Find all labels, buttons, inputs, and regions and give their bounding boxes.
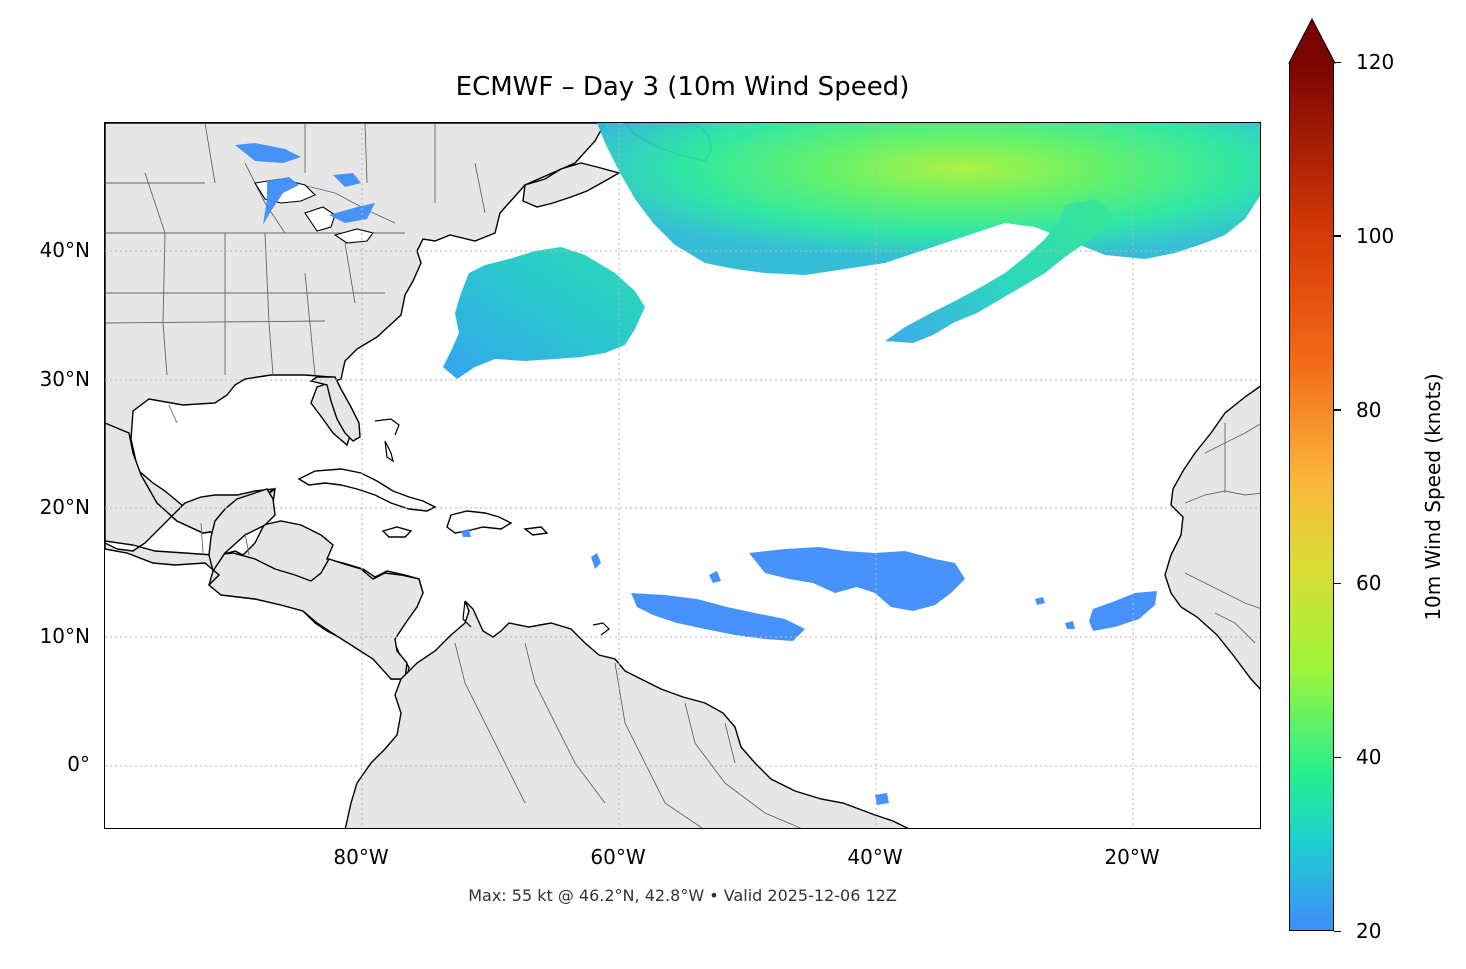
island-hispaniola <box>446 510 513 534</box>
wind-region-north-atlantic-low <box>597 123 1260 275</box>
colorbar-tick-label: 120 <box>1356 50 1395 74</box>
colorbar-tick-mark <box>1334 582 1341 585</box>
land-mexico-central-america <box>105 422 424 680</box>
wind-region-trade-winds-central <box>749 547 965 611</box>
colorbar-tick-label: 100 <box>1356 223 1395 248</box>
lat-label-10n: 10°N <box>39 624 90 648</box>
wind-region-great-lakes <box>235 143 375 225</box>
lat-label-40n: 40°N <box>39 238 90 262</box>
lat-label-20n: 20°N <box>39 495 90 519</box>
lon-label-60w: 60°W <box>590 845 646 869</box>
max-wind-footer: Max: 55 kt @ 46.2°N, 42.8°W • Valid 2025… <box>468 886 897 905</box>
land-venezuela-coast <box>462 600 610 636</box>
colorbar-tick-label: 20 <box>1356 919 1382 943</box>
colorbar-tick-mark <box>1334 409 1341 411</box>
wind-region-trade-winds-west <box>631 593 805 641</box>
map-canvas <box>105 123 1260 828</box>
colorbar-tick-label: 60 <box>1356 571 1382 596</box>
colorbar-tick-mark <box>1334 235 1341 237</box>
lat-label-0: 0° <box>67 752 90 776</box>
wind-region-trade-winds-east <box>1089 591 1157 631</box>
island-bahamas <box>374 418 400 463</box>
map-frame <box>104 122 1261 829</box>
map-title: ECMWF – Day 3 (10m Wind Speed) <box>455 72 910 102</box>
land-africa <box>1164 385 1260 690</box>
wind-region-mid-atlantic-jet <box>885 199 1115 343</box>
island-cuba <box>297 468 437 512</box>
colorbar-label: 10m Wind Speed (knots) <box>1421 373 1445 621</box>
colorbar-tick-label: 40 <box>1356 745 1382 770</box>
wind-field <box>235 123 1260 805</box>
island-puerto-rico <box>523 526 549 536</box>
land-maritimes <box>522 162 621 208</box>
colorbar-tick-mark <box>1334 61 1341 63</box>
lon-label-20w: 20°W <box>1104 845 1160 869</box>
colorbar-tick-label: 80 <box>1356 397 1382 422</box>
colorbar-extend-arrow <box>1288 18 1336 64</box>
colorbar-tick-mark <box>1334 756 1341 759</box>
state-borders <box>105 123 1260 828</box>
lon-label-40w: 40°W <box>847 845 903 869</box>
colorbar <box>1289 62 1334 931</box>
island-jamaica <box>381 526 413 538</box>
lon-label-80w: 80°W <box>333 845 389 869</box>
lat-label-30n: 30°N <box>39 367 90 391</box>
wind-region-off-carolina-system <box>443 247 645 379</box>
land-yucatan <box>208 488 276 573</box>
land-south-america <box>344 600 909 828</box>
land-florida <box>309 376 361 442</box>
colorbar-tick-mark <box>1334 930 1341 932</box>
